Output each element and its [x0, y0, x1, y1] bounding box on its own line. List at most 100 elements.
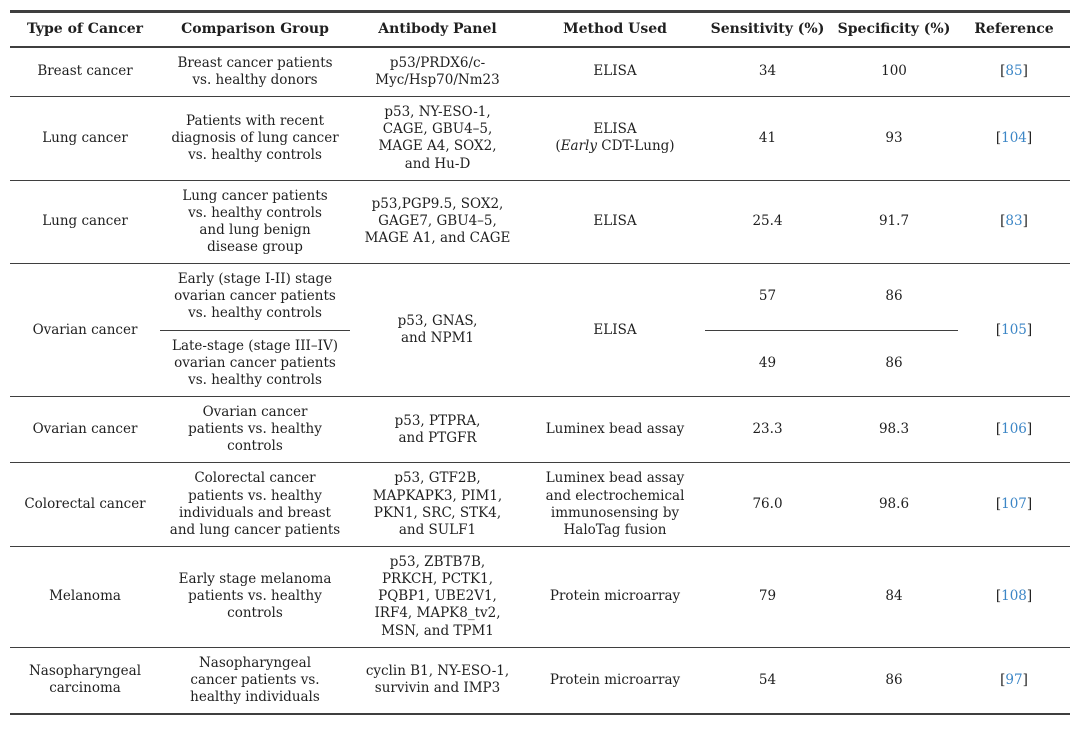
- cell-method: ELISA (Early CDT-Lung): [525, 96, 705, 181]
- reference-link[interactable]: 106: [1001, 421, 1027, 438]
- cell-antibody-panel: p53, ZBTB7B, PRKCH, PCTK1, PQBP1, UBE2V1…: [350, 546, 525, 648]
- bracket-close: ]: [1026, 321, 1033, 338]
- table-row: Ovarian cancer Early (stage I-II) stage …: [10, 263, 1070, 398]
- cell-cancer-type: Lung cancer: [10, 96, 160, 181]
- cell-antibody-panel: p53,PGP9.5, SOX2, GAGE7, GBU4–5, MAGE A1…: [350, 180, 525, 265]
- cell-method: Luminex bead assay and electrochemical i…: [525, 462, 705, 548]
- cell-comparison-group: Colorectal cancer patients vs. healthy i…: [160, 462, 350, 548]
- table-row: Lung cancer Lung cancer patients vs. hea…: [10, 180, 1070, 265]
- cell-reference: [83]: [958, 180, 1070, 265]
- header-sensitivity: Sensitivity (%): [705, 9, 830, 48]
- method-line1: ELISA: [593, 121, 637, 138]
- table-subrow: Late-stage (stage III–IV) ovarian cancer…: [10, 330, 1070, 398]
- bracket-close: ]: [1022, 63, 1028, 80]
- cell-sensitivity: 41: [705, 96, 830, 181]
- cell-antibody-panel: p53, GTF2B, MAPKAPK3, PIM1, PKN1, SRC, S…: [350, 462, 525, 548]
- cell-comparison-group: Ovarian cancer patients vs. healthy cont…: [160, 396, 350, 464]
- cell-method: ELISA: [525, 46, 705, 98]
- table-row: Colorectal cancer Colorectal cancer pati…: [10, 462, 1070, 548]
- cell-comparison-group: Patients with recent diagnosis of lung c…: [160, 96, 350, 181]
- cell-specificity-late: 86: [830, 330, 958, 398]
- bracket-open: [: [1000, 63, 1006, 80]
- cell-reference: [107]: [958, 462, 1070, 548]
- cell-specificity: 84: [830, 546, 958, 648]
- cell-reference: [108]: [958, 546, 1070, 648]
- cell-cancer-type: Nasopharyngeal carcinoma: [10, 647, 160, 716]
- cell-method: ELISA: [525, 180, 705, 265]
- table-row: Ovarian cancer Ovarian cancer patients v…: [10, 396, 1070, 464]
- cell-reference: [85]: [958, 46, 1070, 98]
- bracket-open: [: [1000, 671, 1006, 688]
- cell-reference: [104]: [958, 96, 1070, 181]
- antibody-panel-table: Type of Cancer Comparison Group Antibody…: [10, 9, 1070, 716]
- method-line2: (Early CDT-Lung): [530, 138, 700, 155]
- reference-link[interactable]: 85: [1005, 63, 1023, 80]
- cell-reference: [106]: [958, 396, 1070, 464]
- cell-antibody-panel: p53, NY-ESO-1, CAGE, GBU4–5, MAGE A4, SO…: [350, 96, 525, 181]
- cell-antibody-panel: p53/PRDX6/c- Myc/Hsp70/Nm23: [350, 46, 525, 98]
- cell-cancer-type: Breast cancer: [10, 46, 160, 98]
- cell-sensitivity: 23.3: [705, 396, 830, 464]
- cell-cancer-type: Ovarian cancer: [10, 263, 160, 398]
- bracket-open: [: [995, 129, 1002, 146]
- cell-method: Protein microarray: [525, 647, 705, 716]
- cell-specificity: 91.7: [830, 180, 958, 265]
- page: Type of Cancer Comparison Group Antibody…: [10, 9, 1070, 716]
- reference-link[interactable]: 107: [1001, 496, 1027, 513]
- reference-link[interactable]: 97: [1005, 671, 1023, 688]
- bracket-close: ]: [1026, 129, 1033, 146]
- bracket-open: [: [995, 321, 1002, 338]
- header-type-of-cancer: Type of Cancer: [10, 9, 160, 48]
- cell-cancer-type: Colorectal cancer: [10, 462, 160, 548]
- table-row: Melanoma Early stage melanoma patients v…: [10, 546, 1070, 648]
- cell-comparison-group: Lung cancer patients vs. healthy control…: [160, 180, 350, 265]
- cell-sensitivity: 25.4: [705, 180, 830, 265]
- bracket-open: [: [995, 588, 1002, 605]
- cell-reference: [105]: [958, 263, 1070, 398]
- reference-link[interactable]: 83: [1005, 213, 1023, 230]
- cell-specificity: 93: [830, 96, 958, 181]
- method-note-rest: CDT-Lung): [597, 138, 675, 155]
- bracket-close: ]: [1026, 588, 1033, 605]
- cell-cancer-type: Melanoma: [10, 546, 160, 648]
- cell-specificity: 98.6: [830, 462, 958, 548]
- cell-antibody-panel: p53, GNAS, and NPM1: [350, 263, 525, 398]
- cell-method: ELISA: [525, 263, 705, 398]
- reference-link[interactable]: 104: [1001, 129, 1027, 146]
- bracket-close: ]: [1026, 421, 1033, 438]
- cell-sensitivity-late: 49: [705, 330, 830, 398]
- cell-comparison-group: Breast cancer patients vs. healthy donor…: [160, 46, 350, 98]
- bracket-open: [: [1000, 213, 1006, 230]
- cell-comparison-group: Early stage melanoma patients vs. health…: [160, 546, 350, 648]
- table-row: Nasopharyngeal carcinoma Nasopharyngeal …: [10, 647, 1070, 716]
- cell-sensitivity: 79: [705, 546, 830, 648]
- cell-cancer-type: Ovarian cancer: [10, 396, 160, 464]
- cell-specificity: 86: [830, 647, 958, 716]
- reference-link[interactable]: 108: [1001, 588, 1027, 605]
- cell-sensitivity: 76.0: [705, 462, 830, 548]
- cell-sensitivity-early: 57: [705, 263, 830, 331]
- cell-specificity: 100: [830, 46, 958, 98]
- cell-antibody-panel: cyclin B1, NY-ESO-1, survivin and IMP3: [350, 647, 525, 716]
- header-antibody-panel: Antibody Panel: [350, 9, 525, 48]
- cell-comparison-group-late: Late-stage (stage III–IV) ovarian cancer…: [160, 330, 350, 398]
- cell-comparison-group: Nasopharyngeal cancer patients vs. healt…: [160, 647, 350, 716]
- cell-method: Protein microarray: [525, 546, 705, 648]
- cell-comparison-group-early: Early (stage I-II) stage ovarian cancer …: [160, 263, 350, 331]
- method-note-italic: Early: [560, 138, 598, 155]
- bracket-close: ]: [1022, 213, 1028, 230]
- bracket-open: [: [995, 421, 1002, 438]
- bracket-close: ]: [1022, 671, 1028, 688]
- reference-link[interactable]: 105: [1001, 321, 1027, 338]
- header-reference: Reference: [958, 9, 1070, 48]
- cell-method: Luminex bead assay: [525, 396, 705, 464]
- bracket-close: ]: [1026, 496, 1033, 513]
- cell-sensitivity: 54: [705, 647, 830, 716]
- table-header-row: Type of Cancer Comparison Group Antibody…: [10, 9, 1070, 48]
- cell-specificity: 98.3: [830, 396, 958, 464]
- table-row: Lung cancer Patients with recent diagnos…: [10, 96, 1070, 181]
- header-method-used: Method Used: [525, 9, 705, 48]
- cell-sensitivity: 34: [705, 46, 830, 98]
- cell-specificity-early: 86: [830, 263, 958, 331]
- bracket-open: [: [995, 496, 1002, 513]
